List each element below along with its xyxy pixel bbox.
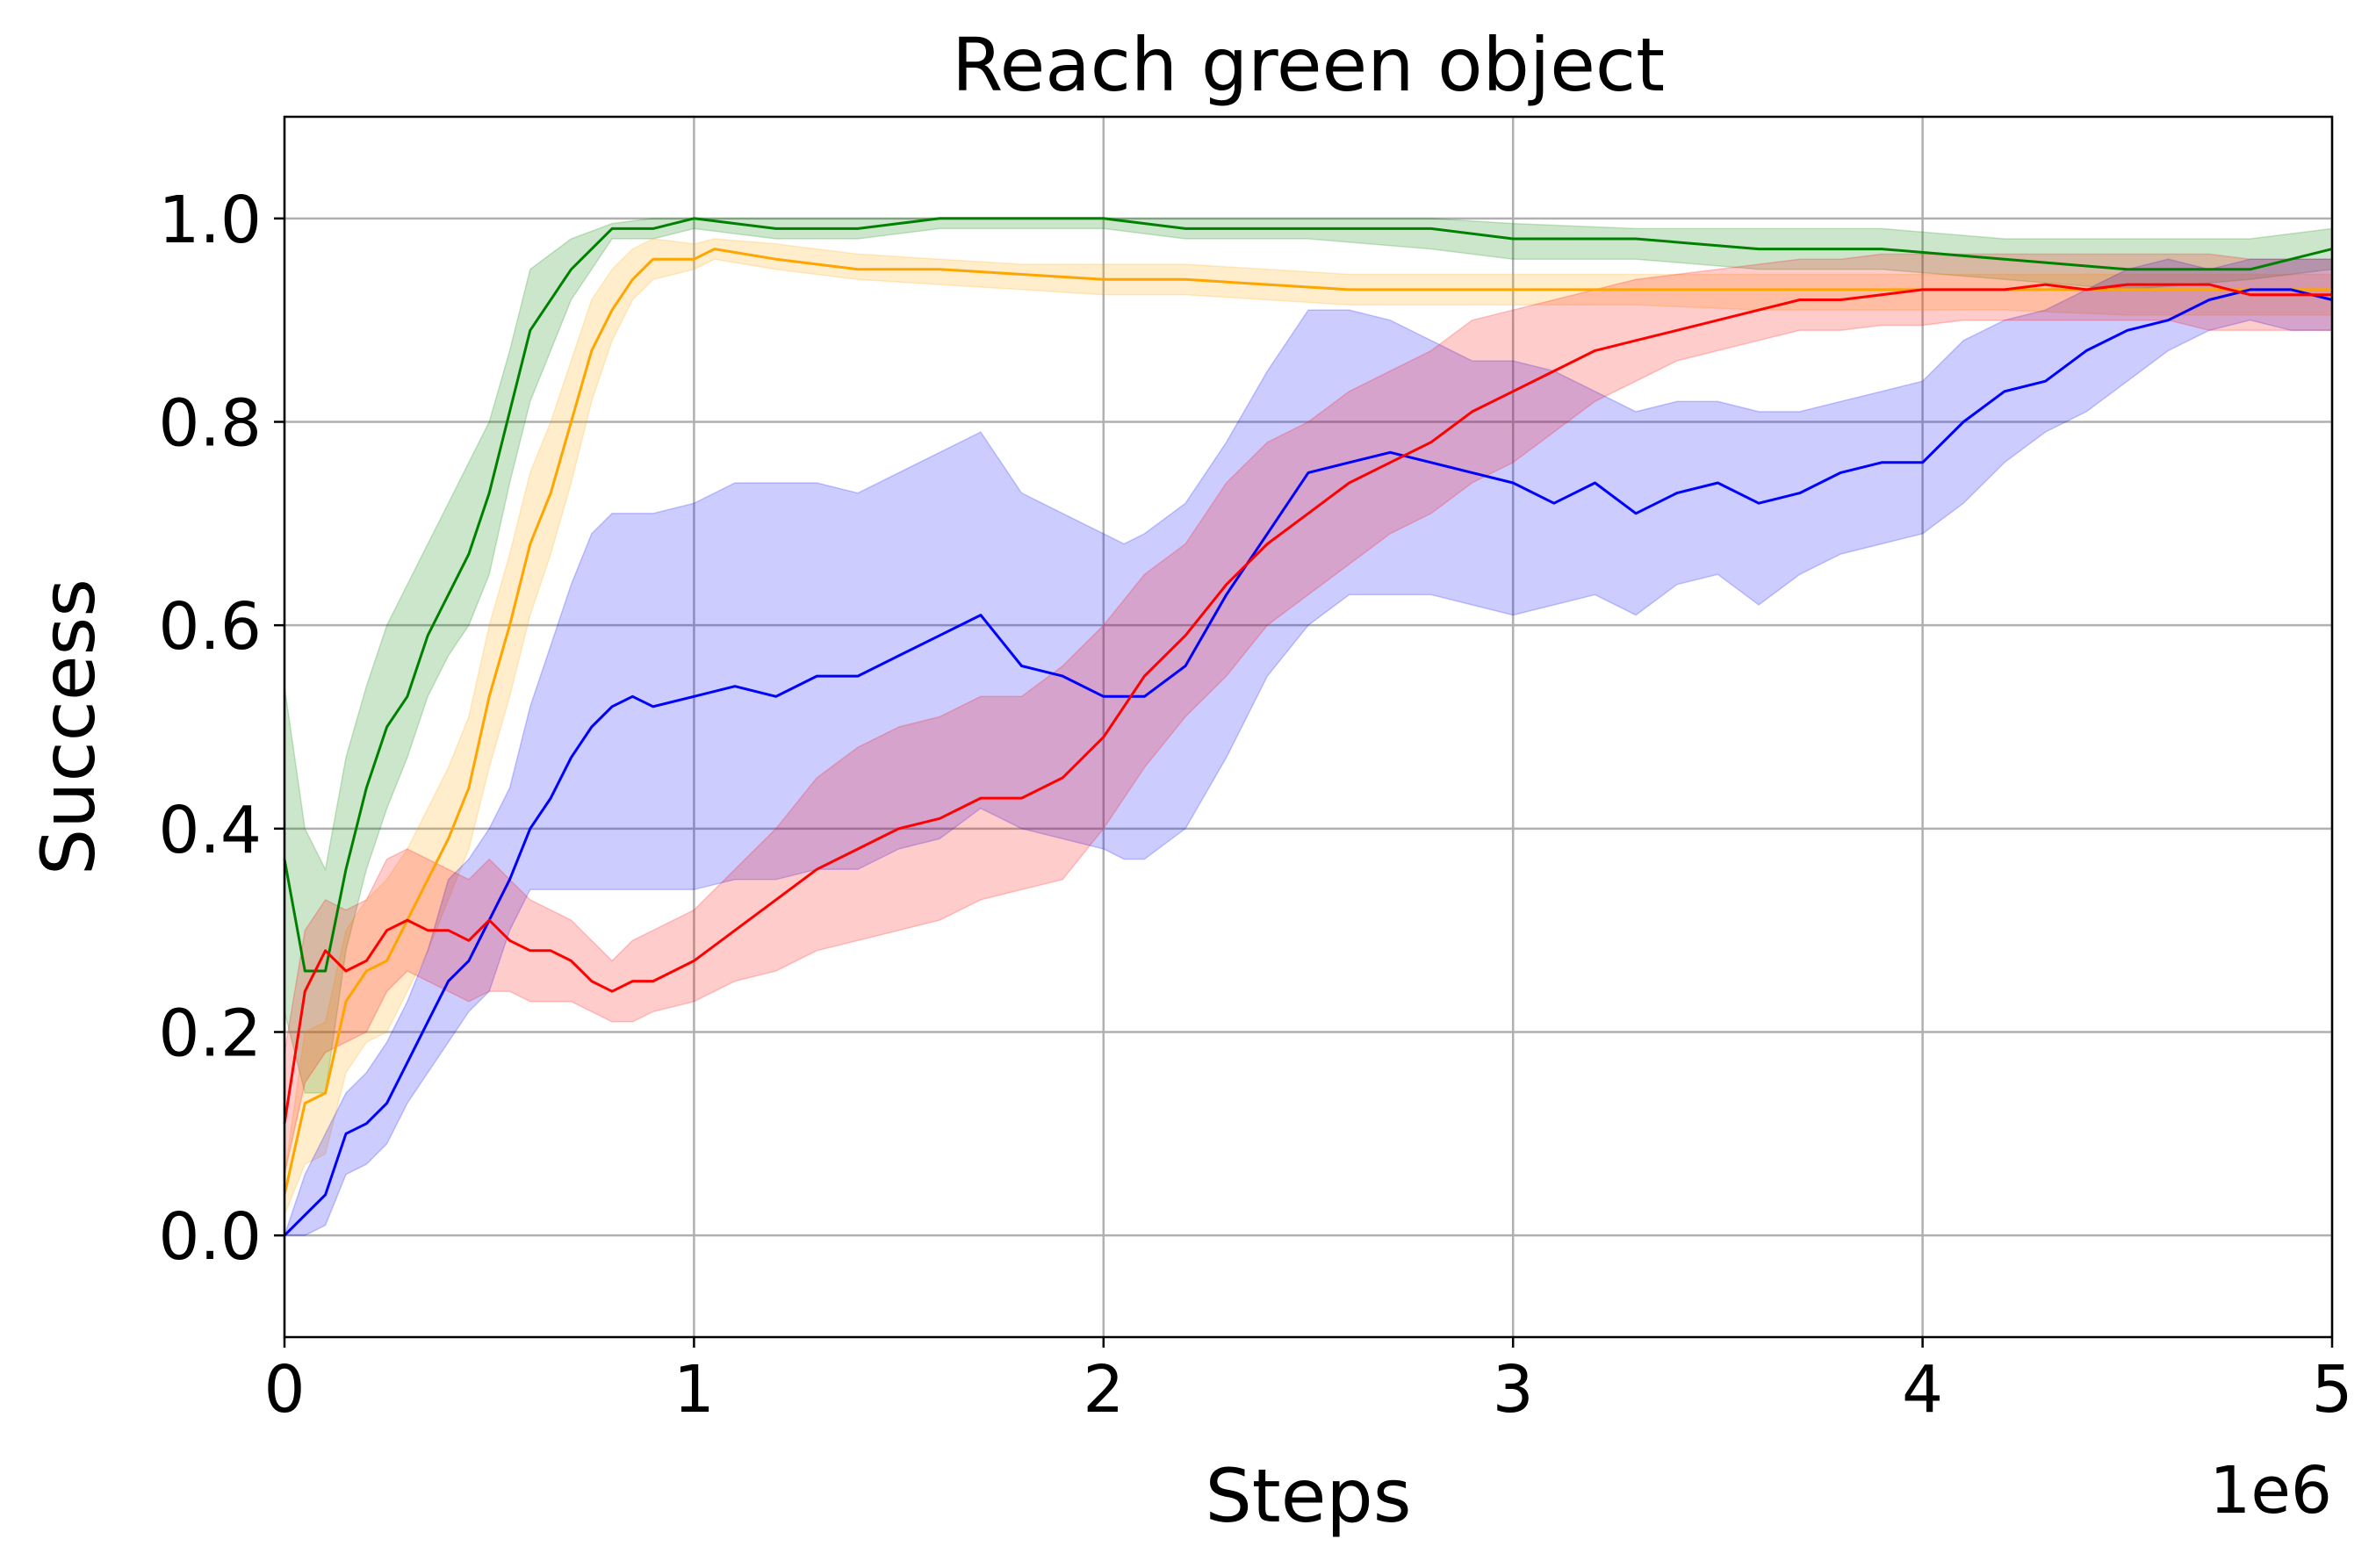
x-tick-label: 1 bbox=[673, 1352, 715, 1428]
x-tick-label: 5 bbox=[2311, 1352, 2352, 1428]
x-tick-label: 0 bbox=[263, 1352, 305, 1428]
x-axis-offset-label: 1e6 bbox=[2209, 1453, 2332, 1528]
axis-ticks: 0 1 2 3 4 5 0.0 0.2 0.4 0.6 0.8 1.0 bbox=[158, 183, 2352, 1428]
plot-frame bbox=[283, 115, 2334, 1339]
x-tick-label: 2 bbox=[1083, 1352, 1124, 1428]
y-tick-label: 0.2 bbox=[158, 996, 262, 1072]
x-axis-label: Steps bbox=[1205, 1453, 1411, 1539]
series-2-line bbox=[283, 248, 2332, 1196]
y-tick-label: 0.0 bbox=[158, 1199, 262, 1275]
y-tick-label: 1.0 bbox=[158, 183, 262, 258]
x-tick-label: 4 bbox=[1902, 1352, 1943, 1428]
series-1-line bbox=[283, 217, 2333, 973]
grid-lines bbox=[283, 117, 2334, 1337]
y-axis-label: Success bbox=[25, 579, 112, 875]
y-tick-label: 0.8 bbox=[158, 386, 262, 462]
y-tick-label: 0.4 bbox=[158, 793, 262, 868]
series-4-line bbox=[283, 283, 2332, 1125]
y-tick-label: 0.6 bbox=[158, 589, 262, 665]
series-lines bbox=[283, 217, 2333, 1237]
chart-title: Reach green object bbox=[952, 22, 1665, 108]
x-tick-label: 3 bbox=[1493, 1352, 1534, 1428]
